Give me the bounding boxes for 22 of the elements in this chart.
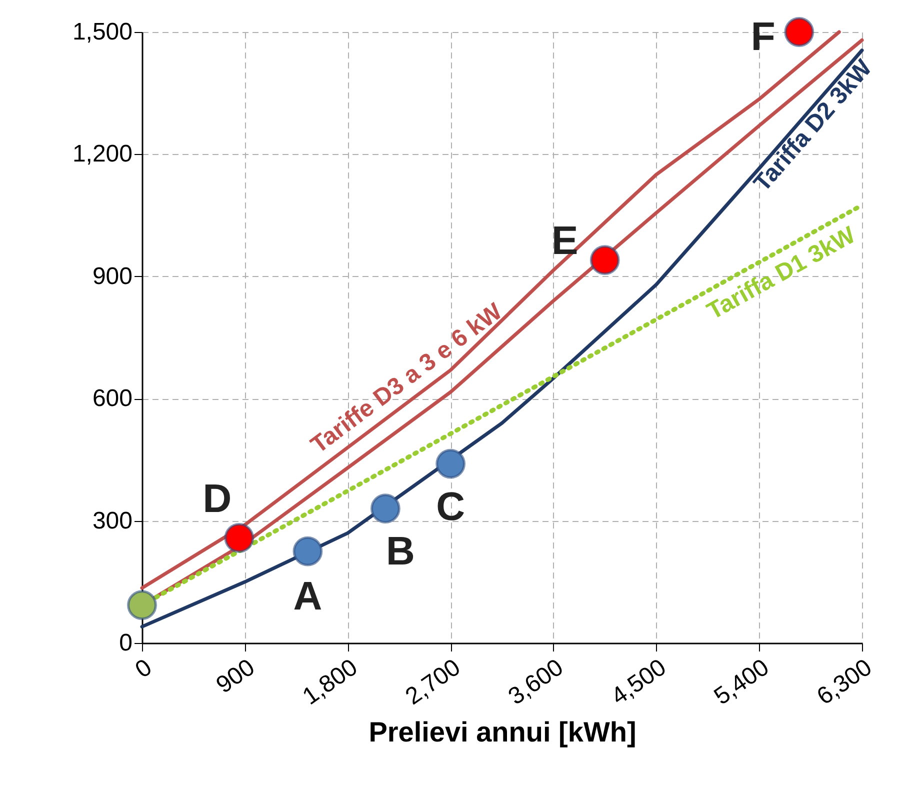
x-tick-label: 900 bbox=[211, 654, 260, 699]
point bbox=[784, 17, 814, 47]
y-tick-label: 600 bbox=[92, 385, 132, 412]
y-tick-label: 300 bbox=[92, 507, 132, 534]
annotation: A bbox=[293, 574, 322, 618]
annotation: D bbox=[202, 476, 232, 521]
point bbox=[127, 590, 157, 620]
y-tick-label: 1,200 bbox=[72, 140, 132, 168]
y-tick-label: 0 bbox=[119, 630, 132, 656]
annotation: F bbox=[750, 15, 776, 59]
y-tick-label: 900 bbox=[92, 262, 132, 290]
point bbox=[590, 245, 620, 276]
annotation: C bbox=[436, 484, 466, 529]
y-tick-label: 1,500 bbox=[72, 18, 132, 46]
point bbox=[436, 448, 466, 479]
point bbox=[292, 536, 323, 566]
annotation: E bbox=[552, 219, 578, 264]
point bbox=[224, 522, 254, 553]
annotation: B bbox=[386, 530, 415, 574]
x-axis-title: Prelievi annui [kWh] bbox=[368, 716, 636, 748]
x-tick-label: 0 bbox=[130, 654, 157, 684]
point bbox=[370, 494, 400, 524]
